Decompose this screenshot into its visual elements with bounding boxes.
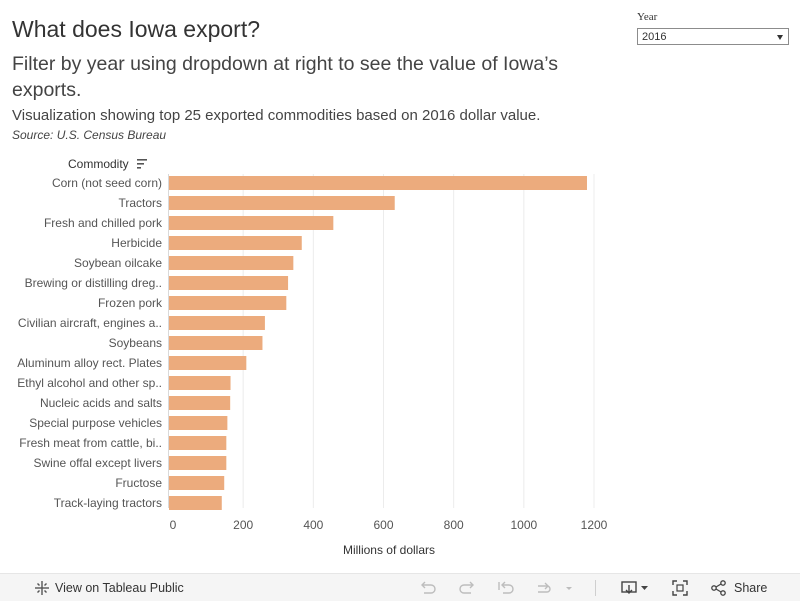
bar[interactable] — [169, 296, 287, 310]
x-axis-ticks: 0 200 400 600 800 1000 1200 — [170, 518, 608, 532]
share-icon — [711, 579, 726, 596]
category-label: Civilian aircraft, engines a.. — [18, 316, 162, 330]
y-axis-label: Commodity — [68, 157, 129, 171]
bar[interactable] — [169, 376, 231, 390]
x-tick-label: 0 — [170, 518, 177, 532]
x-tick-label: 400 — [303, 518, 323, 532]
category-label: Fresh and chilled pork — [44, 216, 163, 230]
share-button[interactable]: Share — [710, 574, 767, 601]
refresh-icon — [538, 582, 572, 593]
refresh-button[interactable] — [535, 574, 575, 601]
tableau-logo-icon — [35, 580, 49, 595]
category-label: Swine offal except livers — [33, 456, 162, 470]
category-label: Tractors — [118, 196, 162, 210]
category-label: Fructose — [115, 476, 162, 490]
category-label: Brewing or distilling dreg.. — [25, 276, 162, 290]
page-title: What does Iowa export? — [12, 16, 261, 42]
bar[interactable] — [169, 356, 247, 370]
category-label: Track-laying tractors — [54, 496, 162, 510]
bar[interactable] — [169, 316, 265, 330]
category-label: Fresh meat from cattle, bi.. — [19, 436, 162, 450]
bar[interactable] — [169, 236, 302, 250]
category-label: Herbicide — [111, 236, 162, 250]
bar[interactable] — [169, 176, 587, 190]
category-label: Corn (not seed corn) — [52, 176, 162, 190]
source-note: Source: U.S. Census Bureau — [12, 128, 167, 142]
bar[interactable] — [169, 456, 227, 470]
category-label: Soybean oilcake — [74, 256, 162, 270]
download-icon — [621, 580, 648, 594]
page-subtitle: Filter by year using dropdown at right t… — [12, 53, 558, 101]
bar[interactable] — [169, 436, 227, 450]
bar[interactable] — [169, 396, 231, 410]
x-tick-label: 800 — [444, 518, 464, 532]
dropdown-arrow-icon — [777, 35, 783, 40]
bar[interactable] — [169, 196, 395, 210]
chart-description: Visualization showing top 25 exported co… — [12, 107, 541, 124]
fullscreen-button[interactable] — [671, 574, 689, 601]
redo-icon — [459, 581, 474, 594]
category-label: Frozen pork — [98, 296, 163, 310]
commodity-bar-chart: Corn (not seed corn) Tractors Fresh and ch… — [17, 157, 608, 557]
bar[interactable] — [169, 216, 334, 230]
category-label: Nucleic acids and salts — [40, 396, 162, 410]
undo-button[interactable] — [419, 574, 437, 601]
x-tick-label: 1000 — [510, 518, 537, 532]
x-tick-label: 600 — [373, 518, 393, 532]
category-label: Aluminum alloy rect. Plates — [17, 356, 162, 370]
toolbar-divider — [595, 574, 596, 601]
revert-button[interactable] — [497, 574, 515, 601]
x-axis-label: Millions of dollars — [343, 543, 435, 557]
category-label: Soybeans — [109, 336, 162, 350]
year-filter-label: Year — [637, 11, 658, 23]
category-label: Special purpose vehicles — [29, 416, 162, 430]
tableau-toolbar: View on Tableau Public — [0, 573, 800, 601]
view-on-tableau-label: View on Tableau Public — [55, 580, 184, 595]
x-tick-label: 200 — [233, 518, 253, 532]
year-dropdown-value: 2016 — [642, 31, 667, 43]
year-dropdown[interactable]: 2016 — [637, 28, 789, 45]
bar[interactable] — [169, 336, 263, 350]
bar[interactable] — [169, 276, 289, 290]
bar[interactable] — [169, 496, 222, 510]
bars — [169, 176, 587, 510]
view-on-tableau-button[interactable]: View on Tableau Public — [34, 574, 184, 601]
fullscreen-icon — [672, 579, 688, 596]
category-labels: Corn (not seed corn) Tractors Fresh and ch… — [17, 176, 163, 510]
x-tick-label: 1200 — [581, 518, 608, 532]
download-button[interactable] — [621, 574, 651, 601]
redo-button[interactable] — [458, 574, 476, 601]
bar[interactable] — [169, 416, 228, 430]
bar[interactable] — [169, 476, 225, 490]
bar[interactable] — [169, 256, 294, 270]
share-label: Share — [734, 580, 768, 595]
undo-icon — [421, 581, 436, 594]
revert-icon — [498, 581, 514, 594]
sort-icon[interactable] — [137, 159, 147, 169]
category-label: Ethyl alcohol and other sp.. — [17, 376, 162, 390]
